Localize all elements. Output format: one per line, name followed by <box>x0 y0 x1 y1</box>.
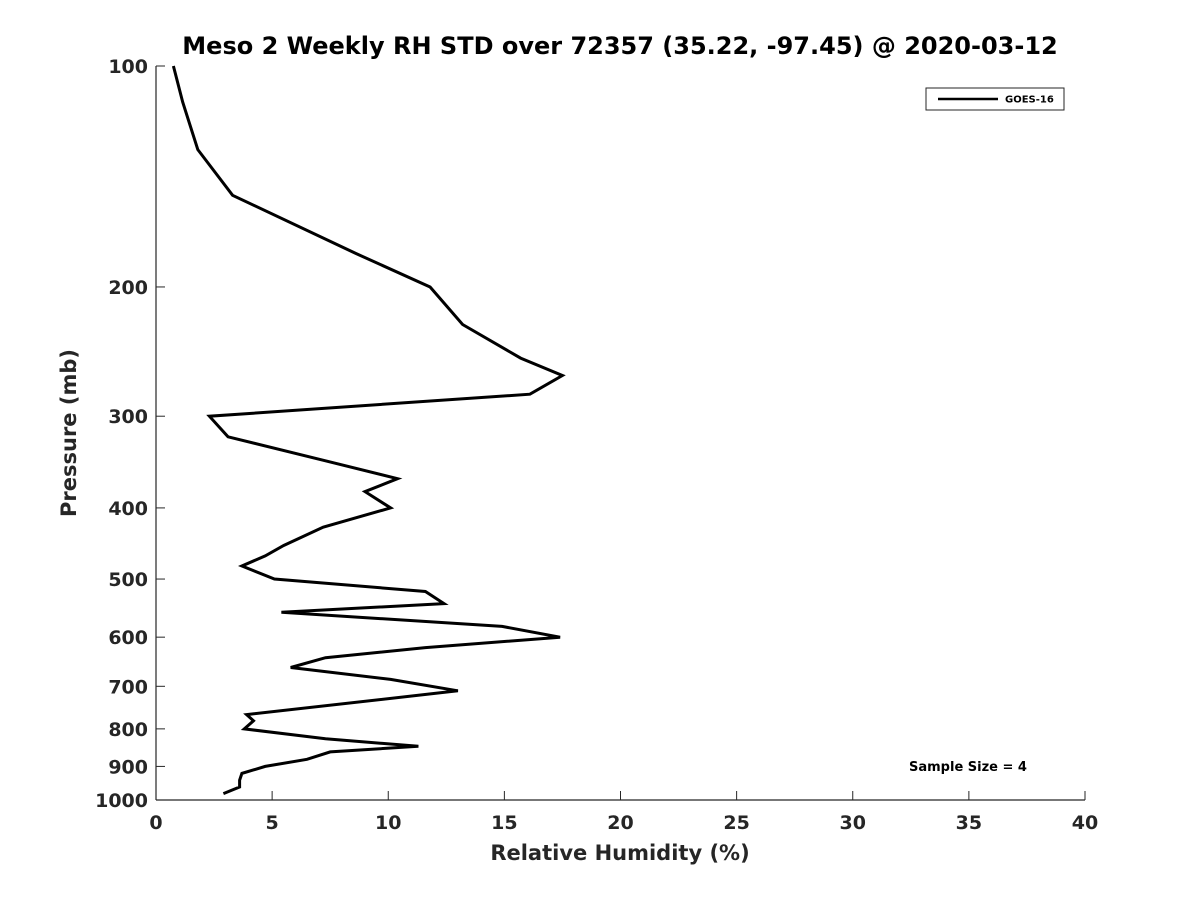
x-tick-label: 30 <box>840 812 866 834</box>
y-tick-label: 600 <box>108 627 148 649</box>
y-tick-label: 300 <box>108 406 148 428</box>
chart-title: Meso 2 Weekly RH STD over 72357 (35.22, … <box>182 32 1057 60</box>
x-axis-label: Relative Humidity (%) <box>490 841 749 865</box>
y-tick-label: 500 <box>108 569 148 591</box>
x-tick-label: 20 <box>607 812 633 834</box>
y-tick-label: 700 <box>108 676 148 698</box>
legend: GOES-16 <box>925 87 1065 111</box>
legend-label-goes-16: GOES-16 <box>1005 95 1054 106</box>
y-tick-label: 400 <box>108 498 148 520</box>
x-tick-label: 10 <box>375 812 401 834</box>
y-ticks: 100 200 300 400 500 600 700 800 900 1000 <box>95 56 165 812</box>
x-tick-label: 25 <box>723 812 749 834</box>
y-tick-label: 800 <box>108 719 148 741</box>
x-ticks: 0 5 10 15 20 25 30 35 40 <box>149 791 1098 834</box>
y-tick-label: 100 <box>108 56 148 78</box>
x-tick-label: 0 <box>149 812 162 834</box>
x-tick-label: 35 <box>956 812 982 834</box>
sample-size-annotation: Sample Size = 4 <box>909 760 1027 775</box>
y-tick-label: 200 <box>108 277 148 299</box>
x-tick-label: 15 <box>491 812 517 834</box>
x-tick-label: 40 <box>1072 812 1098 834</box>
x-tick-label: 5 <box>266 812 279 834</box>
y-tick-label: 1000 <box>95 790 148 812</box>
series-group <box>171 65 566 795</box>
y-axis-label: Pressure (mb) <box>57 349 81 517</box>
plot-area <box>155 66 1085 801</box>
series-line-goes-16 <box>171 65 566 795</box>
y-tick-label: 900 <box>108 756 148 778</box>
